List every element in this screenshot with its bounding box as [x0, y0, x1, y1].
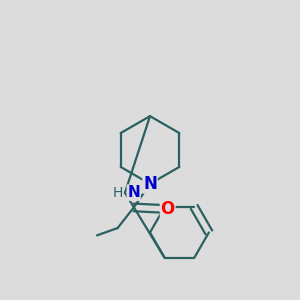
- Text: N: N: [127, 185, 140, 200]
- Text: O: O: [160, 200, 175, 218]
- Text: N: N: [143, 175, 157, 193]
- Text: H: H: [112, 186, 123, 200]
